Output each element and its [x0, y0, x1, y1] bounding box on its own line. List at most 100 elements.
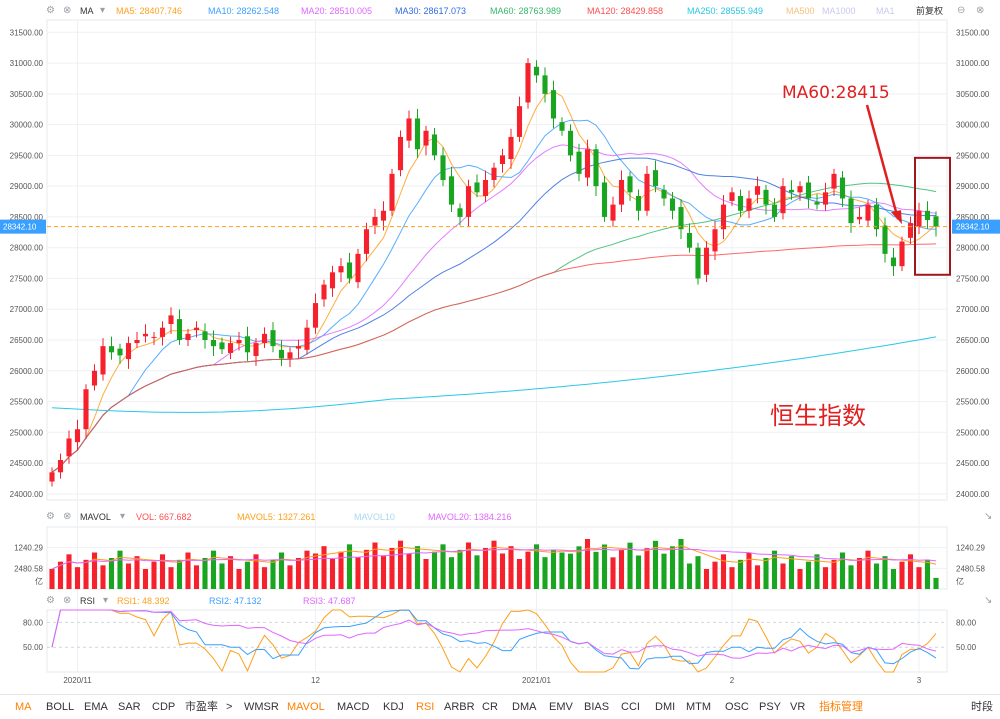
indicator-tab-1[interactable]: BOLL	[46, 701, 75, 713]
vol-expand-icon[interactable]: ↘	[984, 511, 993, 522]
vol-dropdown-icon[interactable]: ▾	[120, 511, 126, 522]
candle-body	[618, 180, 625, 205]
indicator-tab-18[interactable]: DMI	[655, 701, 676, 713]
volume-bar	[508, 546, 514, 589]
volume-bar	[338, 551, 344, 589]
rsi2-line	[51, 609, 937, 670]
indicator-tab-9[interactable]: MACD	[337, 701, 370, 713]
stock-chart[interactable]: 31500.00 31500.00 31000.00 31000.00 30500.00…	[0, 0, 1000, 694]
rsi-lines	[51, 609, 937, 673]
ma60-annotation: MA60:28415	[782, 83, 890, 103]
price-tick-label-left: 25500.00	[10, 398, 44, 407]
adjust-mode[interactable]: 前复权	[916, 6, 944, 16]
candle-body	[907, 223, 914, 238]
volume-bar	[363, 549, 370, 589]
indicator-tab-2[interactable]: EMA	[84, 701, 108, 713]
volume-bar	[669, 546, 676, 589]
candle-body	[601, 182, 608, 217]
rsi1-line	[51, 609, 937, 673]
price-tick-label-left: 26000.00	[10, 367, 44, 376]
settings-icon[interactable]: ⚙	[46, 5, 55, 16]
time-tick-label: 2021/01	[522, 676, 551, 685]
indicator-tab-22[interactable]: VR	[790, 701, 806, 713]
price-tick-label-left: 24500.00	[10, 459, 44, 468]
indicator-tab-14[interactable]: DMA	[512, 701, 537, 713]
restore-icon[interactable]: ⊗	[976, 5, 985, 16]
volume-bar	[168, 567, 174, 589]
candle-body	[550, 90, 557, 119]
indicator-tab-17[interactable]: CCI	[621, 701, 640, 713]
volume-bar	[185, 552, 191, 589]
rsi-expand-icon[interactable]: ↘	[984, 595, 993, 606]
rsi-tick-label-right: 80.00	[956, 618, 977, 627]
price-tick-label-left: 29000.00	[10, 182, 44, 191]
volume-bar	[346, 544, 353, 589]
indicator-tab-0[interactable]: MA	[15, 701, 32, 713]
current-price-label-right: 28342.10	[956, 223, 990, 232]
candle-body	[822, 192, 829, 205]
rsi-dropdown-icon[interactable]: ▾	[103, 595, 109, 606]
price-tick-label-left: 25000.00	[10, 428, 44, 437]
candle-body	[712, 229, 718, 252]
indicator-tab-7[interactable]: WMSR	[244, 701, 279, 713]
price-tick-label-right: 30500.00	[956, 90, 990, 99]
indicator-tab-3[interactable]: SAR	[118, 701, 141, 713]
ma5-line	[51, 90, 937, 473]
indicator-tab-21[interactable]: PSY	[759, 701, 782, 713]
indicator-tab-10[interactable]: KDJ	[383, 701, 404, 713]
vol-indicator-name[interactable]: MAVOL	[80, 512, 111, 522]
candle-body	[440, 155, 446, 180]
price-tick-label-right: 24000.00	[956, 490, 990, 499]
indicator-tab-12[interactable]: ARBR	[444, 701, 475, 713]
volume-bar	[499, 553, 506, 589]
candle-body	[737, 196, 744, 211]
indicator-tab-16[interactable]: BIAS	[584, 701, 610, 713]
indicator-tab-13[interactable]: CR	[482, 701, 498, 713]
current-price-tag-left	[0, 219, 46, 234]
collapse-icon[interactable]: ⊖	[957, 5, 966, 16]
indicator-tab-19[interactable]: MTM	[686, 701, 712, 713]
candle-body	[584, 149, 591, 178]
volume-bar	[91, 552, 98, 589]
rsi-close-icon[interactable]: ⊗	[63, 595, 72, 606]
indicator-tab-15[interactable]: EMV	[549, 701, 573, 713]
candle-body	[168, 315, 174, 324]
mavol20-value: MAVOL20: 1384.216	[428, 512, 512, 522]
close-icon[interactable]: ⊗	[63, 5, 72, 16]
candle-body	[448, 176, 455, 205]
candle-body	[176, 319, 183, 340]
time-range-button[interactable]: 时段	[971, 701, 993, 713]
candle-body	[159, 327, 166, 337]
vol-settings-icon[interactable]: ⚙	[46, 511, 55, 522]
volume-tick-label-left: 1240.29	[14, 544, 43, 553]
price-tick-label-right: 31500.00	[956, 28, 990, 37]
candle-body	[669, 198, 676, 211]
indicator-tab-20[interactable]: OSC	[725, 701, 749, 713]
volume-bar	[695, 556, 701, 589]
rsi-settings-icon[interactable]: ⚙	[46, 595, 55, 606]
volume-bar	[176, 559, 183, 589]
volume-bar	[618, 550, 625, 589]
candle-body	[321, 284, 327, 300]
rsi3-line	[51, 609, 937, 659]
rsi-indicator-name[interactable]: RSI	[80, 596, 96, 606]
volume-bar	[516, 559, 523, 589]
volume-bar	[686, 563, 693, 589]
ma1-value: MA1	[876, 6, 895, 16]
vol-close-icon[interactable]: ⊗	[63, 511, 72, 522]
indicator-tab-8[interactable]: MAVOL	[287, 701, 325, 713]
volume-bar	[644, 548, 650, 589]
current-price-tag-right	[952, 219, 1000, 234]
main-indicator-name[interactable]: MA	[80, 6, 94, 16]
indicator-tab-5[interactable]: 市盈率	[185, 701, 218, 713]
indicator-tab-4[interactable]: CDP	[152, 701, 176, 713]
time-tick-label: 12	[311, 676, 320, 685]
indicator-tab-23[interactable]: 指标管理	[819, 701, 863, 713]
indicator-tab-6[interactable]: >	[226, 701, 233, 713]
candle-body	[355, 253, 361, 283]
candle-body	[499, 155, 506, 164]
candle-body	[805, 182, 812, 199]
indicator-tab-11[interactable]: RSI	[416, 701, 435, 713]
dropdown-icon[interactable]: ▾	[100, 5, 106, 16]
rsi1-value: RSI1: 48.392	[117, 596, 170, 606]
